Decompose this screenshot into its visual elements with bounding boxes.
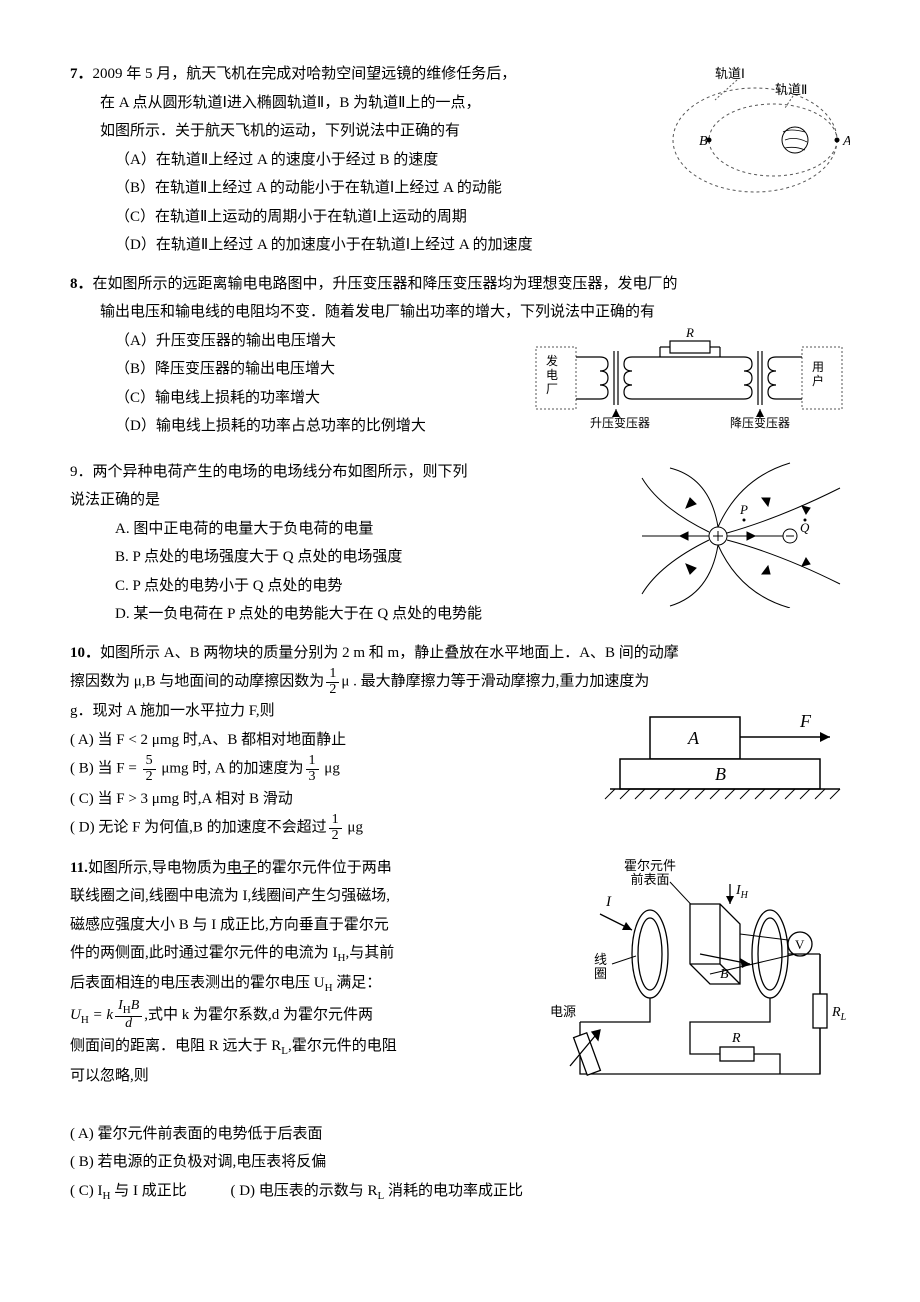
q11-opt-cd: ( C) IH 与 I 成正比 ( D) 电压表的示数与 RL 消耗的电功率成正… [70, 1177, 850, 1207]
q7-label-b: B [699, 134, 708, 149]
q11-b-label: B [720, 967, 729, 982]
q7-orbit1-label: 轨道Ⅰ [715, 66, 745, 81]
q11-opt-b: ( B) 若电源的正负极对调,电压表将反偏 [70, 1148, 850, 1177]
q11-voltmeter: V [795, 937, 805, 952]
svg-text:用户: 用户 [812, 360, 824, 388]
question-11: 霍尔元件前表面 IH 线圈 I B [70, 854, 850, 1207]
svg-text:Q: Q [800, 520, 810, 535]
q10-block-a: A [687, 728, 700, 748]
q11-r-label: R [731, 1031, 741, 1046]
svg-text:P: P [739, 502, 748, 517]
q11-i-label: I [605, 894, 612, 910]
q9-figure: P Q [640, 458, 850, 608]
q8-figure: 发电厂 用户 [530, 327, 850, 442]
q10-header: 10．如图所示 A、B 两物块的质量分别为 2 m 和 m，静止叠放在水平地面上… [70, 639, 850, 668]
svg-text:IH: IH [735, 883, 749, 901]
q8-down-label: 降压变压器 [730, 415, 790, 430]
question-10: 10．如图所示 A、B 两物块的质量分别为 2 m 和 m，静止叠放在水平地面上… [70, 639, 850, 844]
q10-figure: A B F [600, 697, 850, 827]
q11-opt-a: ( A) 霍尔元件前表面的电势低于后表面 [70, 1120, 850, 1149]
q7-opt-c: （C）在轨道Ⅱ上运动的周期小于在轨道Ⅰ上运动的周期 [70, 203, 850, 232]
q7-figure: B A 轨道Ⅰ 轨道Ⅱ [655, 60, 850, 200]
svg-text:线圈: 线圈 [594, 952, 607, 981]
q10-line2: 擦因数为 μ,B 与地面间的动摩擦因数为12μ . 最大静摩擦力等于滑动摩擦力,… [70, 667, 850, 697]
question-8: 8．在如图所示的远距离输电电路图中，升压变压器和降压变压器均为理想变压器，发电厂… [70, 270, 850, 448]
svg-text:发电厂: 发电厂 [546, 353, 558, 396]
q11-source-label: 电源 [550, 1004, 576, 1019]
question-7: B A 轨道Ⅰ 轨道Ⅱ 7．2009 年 5 月，航天飞机在完成对哈勃空间望远镜… [70, 60, 850, 260]
svg-text:RL: RL [831, 1005, 847, 1023]
q8-up-label: 升压变压器 [590, 415, 650, 430]
q7-opt-d: （D）在轨道Ⅱ上经过 A 的加速度小于在轨道Ⅰ上经过 A 的加速度 [70, 231, 850, 260]
question-9: P Q 9．两个异种电荷产生的电场的电场线分布如图所示，则下列 说法正确的是 A… [70, 458, 850, 629]
q10-force-f: F [799, 711, 812, 731]
q8-line2: 输出电压和输电线的电阻均不变．随着发电厂输出功率的增大，下列说法中正确的有 [70, 298, 850, 327]
q8-header: 8．在如图所示的远距离输电电路图中，升压变压器和降压变压器均为理想变压器，发电厂… [70, 270, 850, 299]
q11-figure: 霍尔元件前表面 IH 线圈 I B [540, 854, 850, 1114]
q10-block-b: B [715, 764, 726, 784]
svg-text:霍尔元件前表面: 霍尔元件前表面 [624, 858, 676, 887]
q7-label-a: A [842, 134, 850, 149]
q8-r-label: R [685, 327, 694, 340]
q7-orbit2-label: 轨道Ⅱ [775, 82, 807, 97]
